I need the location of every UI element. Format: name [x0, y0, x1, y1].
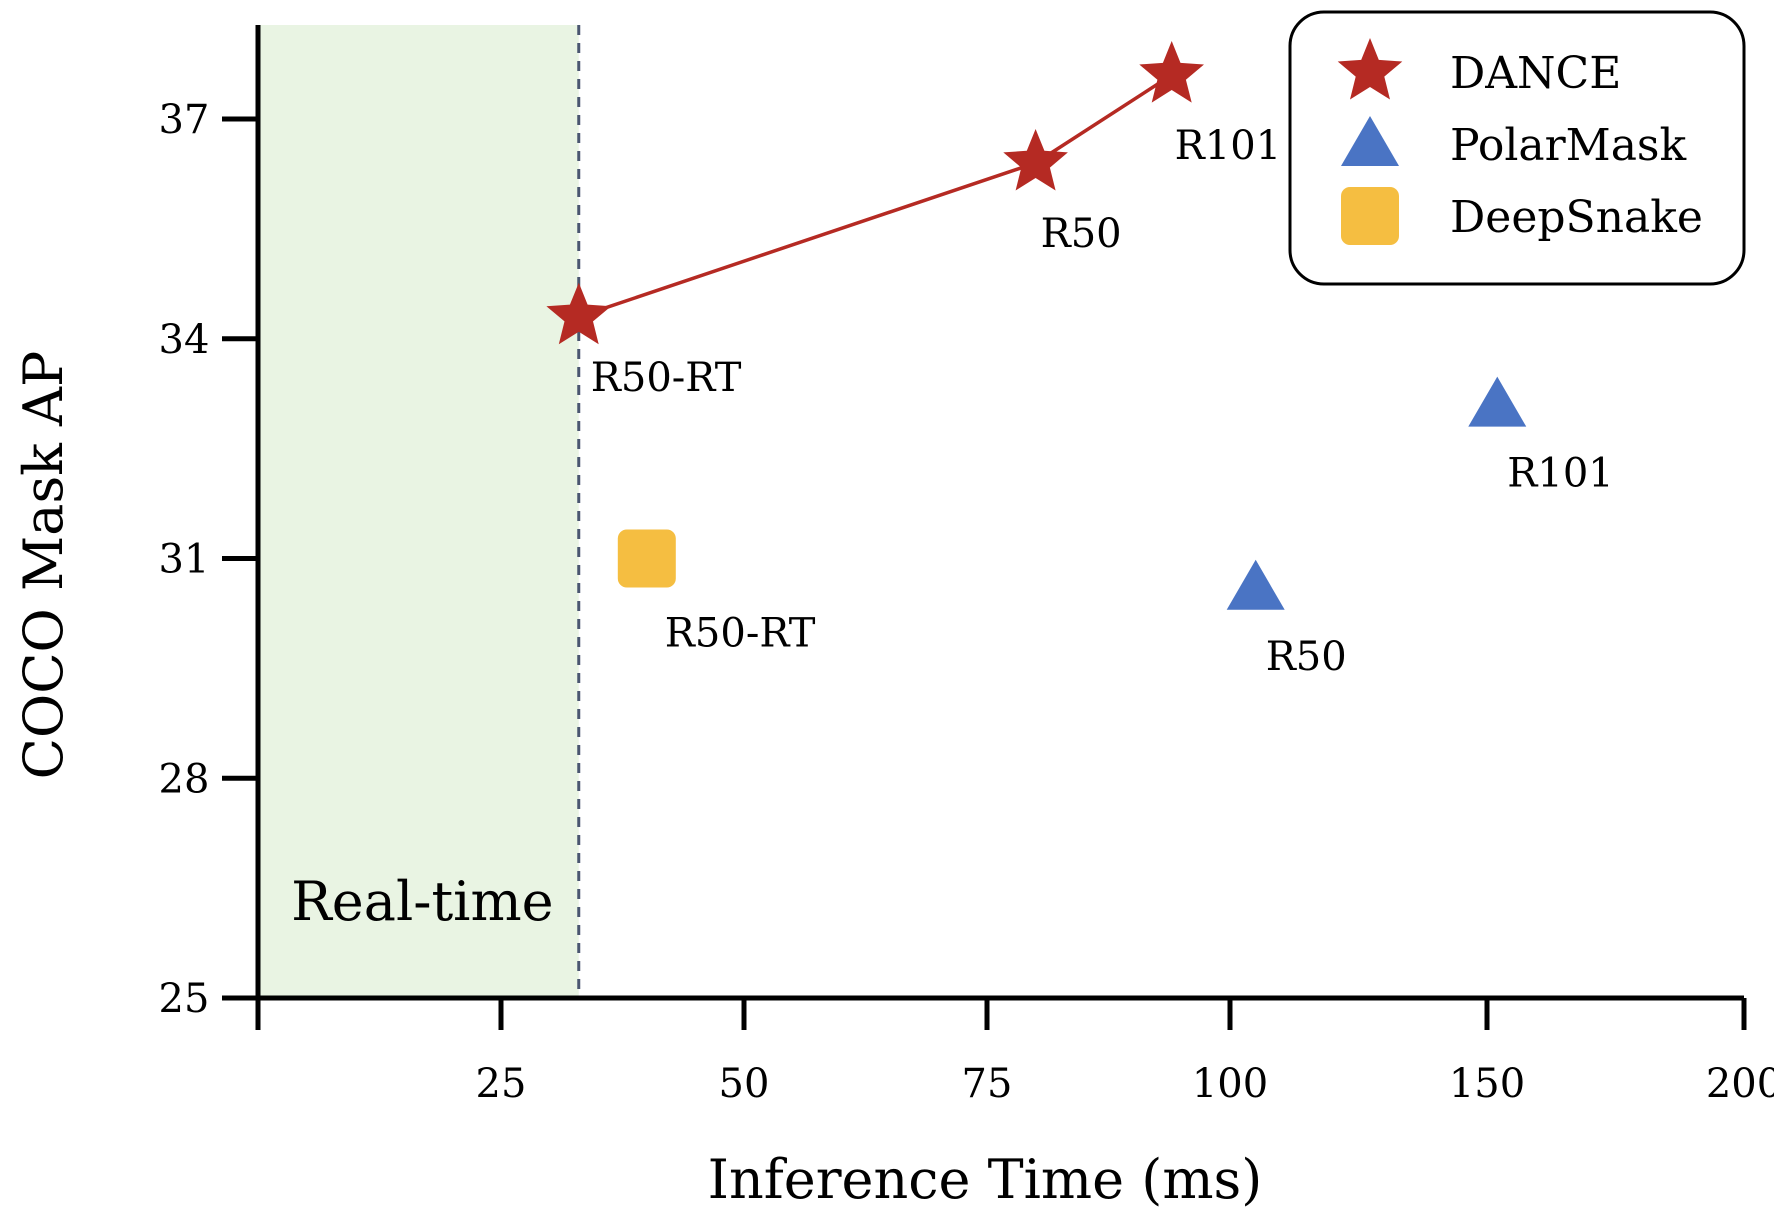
legend-dance-marker: [1337, 38, 1403, 100]
y-tick-label: 31: [159, 537, 210, 583]
x-tick-label: 50: [719, 1061, 770, 1107]
y-tick-label: 28: [159, 756, 210, 802]
dance-point-label: R101: [1175, 123, 1281, 169]
x-tick-label: 25: [476, 1061, 527, 1107]
dance-point-label: R50-RT: [591, 355, 742, 401]
x-axis: 25 50 75 100 150 200: [222, 995, 1774, 1107]
y-axis-title: COCO Mask AP: [12, 351, 75, 780]
legend-deepsnake-label: DeepSnake: [1450, 192, 1703, 243]
y-axis: 25 28 31 34 37: [159, 25, 261, 1030]
legend-polarmask-marker: [1341, 116, 1399, 166]
dance-point-r50: [1003, 129, 1068, 191]
y-tick-label: 37: [159, 97, 210, 143]
dance-line: [578, 73, 1173, 319]
deepsnake-point-label: R50-RT: [665, 611, 816, 657]
y-tick-label: 34: [159, 317, 210, 363]
legend-dance-label: DANCE: [1450, 48, 1621, 99]
y-tick-label: 25: [159, 976, 210, 1022]
point-labels: R50-RT R50 R101 R50 R101 R50-RT: [591, 123, 1614, 680]
legend: DANCE PolarMask DeepSnake: [1288, 10, 1746, 286]
polarmask-point-label: R50: [1266, 634, 1347, 680]
x-tick-label: 150: [1449, 1061, 1525, 1107]
x-axis-title: Inference Time (ms): [708, 1148, 1263, 1211]
legend-polarmask-label: PolarMask: [1450, 120, 1687, 171]
x-tick-label: 75: [962, 1061, 1013, 1107]
legend-deepsnake-marker: [1341, 187, 1399, 245]
dance-point-label: R50: [1041, 211, 1122, 257]
realtime-label: Real-time: [291, 870, 553, 933]
x-tick-label: 100: [1192, 1061, 1268, 1107]
realtime-region: [258, 25, 579, 998]
polarmask-point-label: R101: [1507, 451, 1613, 497]
dance-point-r101: [1139, 41, 1204, 103]
deepsnake-point-r50-rt: [617, 529, 676, 588]
dance-point-r50-rt: [546, 282, 612, 345]
x-tick-label: 200: [1706, 1061, 1774, 1107]
polarmask-point-r101: [1468, 376, 1527, 427]
polarmask-point-r50: [1226, 559, 1285, 610]
data-points: [546, 41, 1527, 610]
series-lines: [578, 73, 1173, 319]
legend-box: [1288, 10, 1746, 286]
